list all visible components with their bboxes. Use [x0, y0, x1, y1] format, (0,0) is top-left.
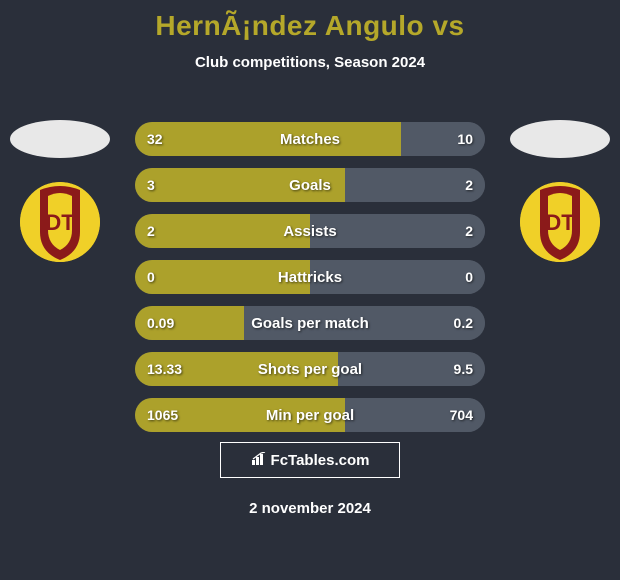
team-logo-left: DT	[20, 182, 100, 262]
stat-row: 13.339.5Shots per goal	[135, 352, 485, 386]
deportes-tolima-badge-icon: DT	[20, 182, 100, 262]
stat-row: 0.090.2Goals per match	[135, 306, 485, 340]
comparison-card: HernÃ¡ndez Angulo vs Club competitions, …	[0, 0, 620, 580]
stat-row: 22Assists	[135, 214, 485, 248]
stat-row: 3210Matches	[135, 122, 485, 156]
stat-label: Min per goal	[135, 398, 485, 432]
player-right-oval	[510, 120, 610, 158]
stat-label: Goals per match	[135, 306, 485, 340]
stats-bars: 3210Matches 32Goals 22Assists 00Hattricks 0.…	[135, 122, 485, 444]
stat-row: 32Goals	[135, 168, 485, 202]
site-name: FcTables.com	[271, 452, 370, 469]
chart-icon	[251, 452, 267, 469]
stat-row: 00Hattricks	[135, 260, 485, 294]
svg-text:DT: DT	[45, 210, 75, 235]
deportes-tolima-badge-icon: DT	[520, 182, 600, 262]
team-logo-right: DT	[520, 182, 600, 262]
stat-label: Matches	[135, 122, 485, 156]
stat-label: Goals	[135, 168, 485, 202]
player-left-oval	[10, 120, 110, 158]
page-title: HernÃ¡ndez Angulo vs	[0, 0, 620, 42]
site-footer-badge[interactable]: FcTables.com	[220, 442, 400, 478]
stat-label: Shots per goal	[135, 352, 485, 386]
stat-label: Assists	[135, 214, 485, 248]
stat-row: 1065704Min per goal	[135, 398, 485, 432]
stat-label: Hattricks	[135, 260, 485, 294]
subtitle: Club competitions, Season 2024	[0, 54, 620, 71]
svg-text:DT: DT	[545, 210, 575, 235]
date-label: 2 november 2024	[0, 500, 620, 517]
